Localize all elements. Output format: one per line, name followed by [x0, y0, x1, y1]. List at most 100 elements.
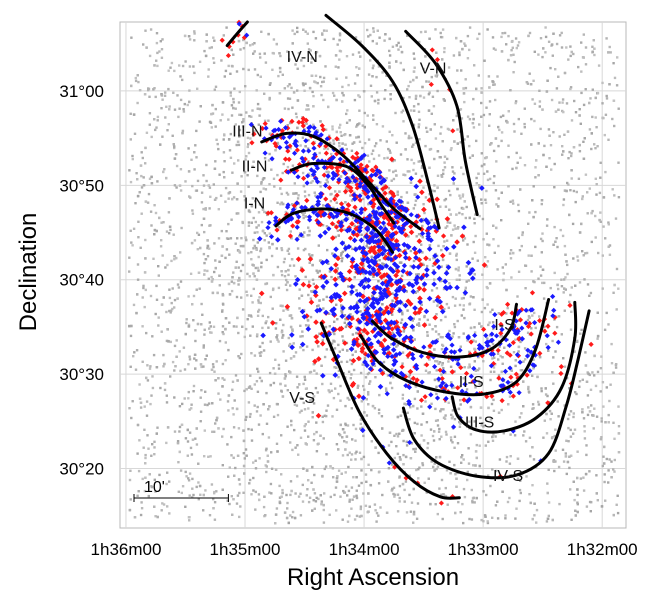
source-point	[254, 508, 257, 511]
source-point	[230, 104, 234, 107]
source-point	[514, 420, 517, 423]
source-point	[153, 204, 156, 207]
source-point	[440, 435, 443, 438]
source-point	[582, 157, 586, 160]
source-point	[437, 244, 440, 248]
red-source	[359, 166, 365, 172]
source-point	[227, 475, 230, 478]
source-point	[502, 432, 505, 435]
source-point	[213, 88, 216, 91]
source-point	[353, 518, 357, 521]
source-point	[160, 330, 163, 333]
source-point	[474, 349, 477, 352]
source-point	[342, 219, 345, 222]
source-point	[447, 66, 451, 69]
source-point	[580, 328, 583, 332]
source-point	[582, 103, 586, 107]
source-point	[140, 186, 144, 189]
source-point	[408, 474, 411, 477]
source-point	[371, 404, 375, 408]
source-point	[212, 57, 215, 60]
source-point	[335, 77, 338, 80]
source-point	[318, 269, 321, 273]
source-point	[391, 313, 394, 316]
source-point	[250, 428, 253, 431]
source-point	[594, 177, 597, 180]
source-point	[289, 493, 292, 497]
red-source	[328, 297, 335, 304]
source-point	[311, 290, 314, 293]
source-point	[184, 332, 187, 336]
source-point	[150, 135, 153, 139]
source-point	[313, 191, 316, 194]
source-point	[188, 431, 192, 434]
source-point	[563, 404, 566, 407]
source-point	[357, 51, 361, 54]
source-point	[254, 266, 257, 270]
source-point	[195, 485, 198, 489]
source-point	[346, 217, 350, 220]
source-point	[428, 244, 432, 247]
source-point	[144, 146, 147, 150]
source-point	[355, 125, 358, 128]
source-point	[535, 508, 539, 512]
source-point	[173, 258, 176, 261]
source-point	[601, 102, 604, 105]
source-point	[464, 78, 467, 81]
source-point	[156, 115, 160, 119]
source-point	[155, 298, 159, 301]
source-point	[398, 496, 401, 500]
source-point	[136, 423, 140, 427]
source-point	[564, 276, 567, 279]
source-point	[241, 125, 245, 128]
source-point	[135, 172, 138, 175]
source-point	[608, 458, 611, 461]
source-point	[336, 475, 339, 478]
source-point	[357, 94, 360, 97]
source-point	[423, 481, 426, 484]
source-point	[542, 47, 545, 50]
source-point	[478, 32, 481, 36]
red-source	[366, 175, 372, 181]
source-point	[286, 97, 290, 100]
source-point	[252, 476, 255, 480]
source-point	[529, 454, 532, 458]
red-source	[323, 143, 329, 149]
red-source	[376, 247, 383, 254]
source-point	[337, 369, 341, 372]
red-source	[519, 307, 525, 313]
source-point	[329, 495, 332, 499]
source-point	[358, 95, 361, 99]
source-point	[311, 254, 314, 257]
source-point	[468, 26, 472, 29]
source-point	[379, 236, 382, 240]
source-point	[222, 151, 226, 154]
source-point	[324, 325, 328, 329]
source-point	[558, 101, 561, 104]
source-point	[236, 316, 239, 320]
source-point	[432, 439, 436, 442]
source-point	[551, 518, 554, 522]
source-point	[524, 358, 527, 361]
source-point	[153, 478, 156, 481]
source-point	[507, 58, 510, 62]
source-point	[473, 326, 476, 329]
red-source	[505, 301, 511, 307]
source-point	[228, 138, 231, 141]
source-point	[199, 493, 202, 496]
source-point	[595, 415, 599, 418]
source-point	[395, 174, 398, 177]
source-point	[196, 231, 199, 235]
source-point	[254, 467, 258, 470]
source-point	[163, 382, 167, 385]
source-point	[168, 232, 171, 235]
source-point	[296, 247, 300, 250]
source-point	[312, 204, 316, 208]
source-point	[508, 496, 511, 500]
source-point	[197, 462, 200, 465]
source-point	[148, 54, 152, 58]
source-point	[540, 387, 543, 390]
source-point	[169, 311, 172, 314]
source-point	[144, 288, 147, 292]
source-point	[486, 28, 489, 31]
